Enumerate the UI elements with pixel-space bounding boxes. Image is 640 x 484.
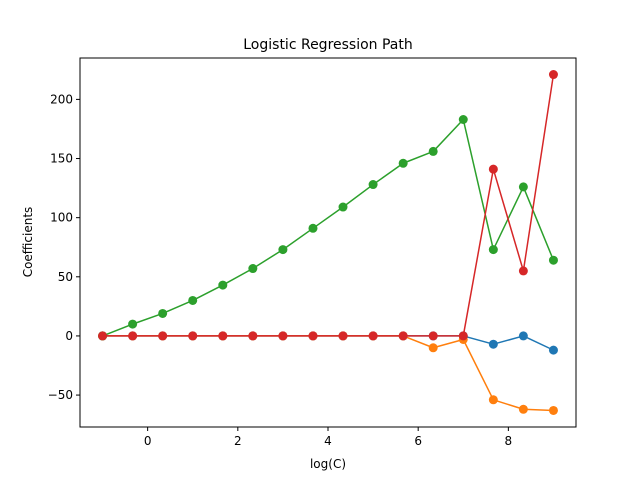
data-point: [518, 331, 528, 341]
data-point: [278, 331, 288, 341]
data-point: [338, 202, 348, 212]
data-point: [488, 339, 498, 349]
series-3: [98, 70, 558, 341]
x-tick-label: 0: [144, 434, 152, 448]
data-point: [98, 331, 108, 341]
x-axis-label: log(C): [310, 457, 346, 471]
axes-frame: [79, 57, 577, 428]
data-point: [368, 331, 378, 341]
data-point: [488, 164, 498, 174]
data-point: [548, 405, 558, 415]
y-tick-label: 150: [50, 152, 73, 166]
x-tick-label: 4: [324, 434, 332, 448]
series-2: [98, 115, 558, 341]
data-point: [428, 331, 438, 341]
data-point: [548, 70, 558, 80]
data-point: [248, 264, 258, 274]
data-point: [518, 266, 528, 276]
data-point: [218, 331, 228, 341]
data-point: [518, 182, 528, 192]
series-line: [102, 74, 555, 337]
x-tick-label: 8: [505, 434, 513, 448]
data-point: [308, 223, 318, 233]
series-line: [102, 118, 555, 337]
data-point: [158, 308, 168, 318]
y-tick-label: 100: [50, 211, 73, 225]
data-point: [518, 404, 528, 414]
data-point: [428, 146, 438, 156]
data-point: [308, 331, 318, 341]
x-tick-label: 2: [234, 434, 242, 448]
y-tick-label: 50: [58, 270, 73, 284]
data-point: [458, 331, 468, 341]
y-tick-label: 0: [65, 329, 73, 343]
data-point: [488, 245, 498, 255]
data-point: [548, 255, 558, 265]
data-point: [128, 331, 138, 341]
data-point: [368, 180, 378, 190]
data-point: [158, 331, 168, 341]
data-point: [128, 319, 138, 329]
data-point: [188, 295, 198, 305]
data-point: [218, 280, 228, 290]
data-point: [458, 115, 468, 124]
data-point: [278, 245, 288, 255]
data-point: [488, 395, 498, 405]
y-tick-label: 200: [50, 92, 73, 106]
data-point: [548, 345, 558, 355]
data-point: [428, 343, 438, 353]
data-point: [338, 331, 348, 341]
x-tick-label: 6: [414, 434, 422, 448]
plot-area: 0 2 4 6 8 −50 0 50 100 150 200: [48, 70, 558, 448]
data-point: [398, 158, 408, 168]
y-tick-label: −50: [48, 388, 73, 402]
data-point: [248, 331, 258, 341]
chart-title: Logistic Regression Path: [243, 37, 413, 53]
data-point: [398, 331, 408, 341]
data-point: [188, 331, 198, 341]
y-axis-label: Coefficients: [21, 207, 35, 278]
